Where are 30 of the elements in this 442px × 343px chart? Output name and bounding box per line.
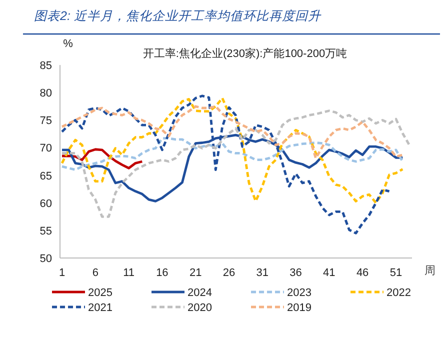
legend-label: 2021 <box>88 302 112 314</box>
x-tick-label: 46 <box>356 267 369 279</box>
y-tick-label: 80 <box>40 88 52 100</box>
y-tick-label: 75 <box>40 115 52 128</box>
chart-subtitle: 开工率:焦化企业(230家):产能100-200万吨 <box>142 47 348 60</box>
y-tick-label: 55 <box>40 225 52 238</box>
legend-label: 2024 <box>188 287 212 299</box>
x-tick-label: 1 <box>58 267 66 279</box>
y-tick-label: 85 <box>40 60 52 72</box>
x-axis-title: 周 <box>424 265 436 277</box>
y-tick-label: 60 <box>40 198 52 210</box>
chart-title: 图表2: 近半月，焦化企业开工率均值环比再度回升 <box>34 9 322 23</box>
x-tick-label: 51 <box>390 267 402 279</box>
x-tick-label: 41 <box>323 267 336 279</box>
y-tick-label: 50 <box>40 253 52 265</box>
x-tick-label: 16 <box>156 267 168 279</box>
x-tick-label: 36 <box>290 267 302 279</box>
x-tick-label: 21 <box>189 267 202 279</box>
x-tick-label: 6 <box>92 267 98 279</box>
legend-label: 2025 <box>88 287 112 299</box>
legend-label: 2022 <box>386 287 411 299</box>
x-tick-label: 31 <box>256 267 269 279</box>
x-tick-label: 11 <box>123 267 135 279</box>
x-tick-label: 26 <box>222 267 236 279</box>
y-tick-label: 70 <box>40 142 52 155</box>
y-axis-title: % <box>63 38 74 50</box>
legend-label: 2023 <box>287 287 312 299</box>
legend-label: 2020 <box>188 302 212 314</box>
legend-label: 2019 <box>287 302 312 314</box>
y-tick-label: 65 <box>40 170 52 182</box>
